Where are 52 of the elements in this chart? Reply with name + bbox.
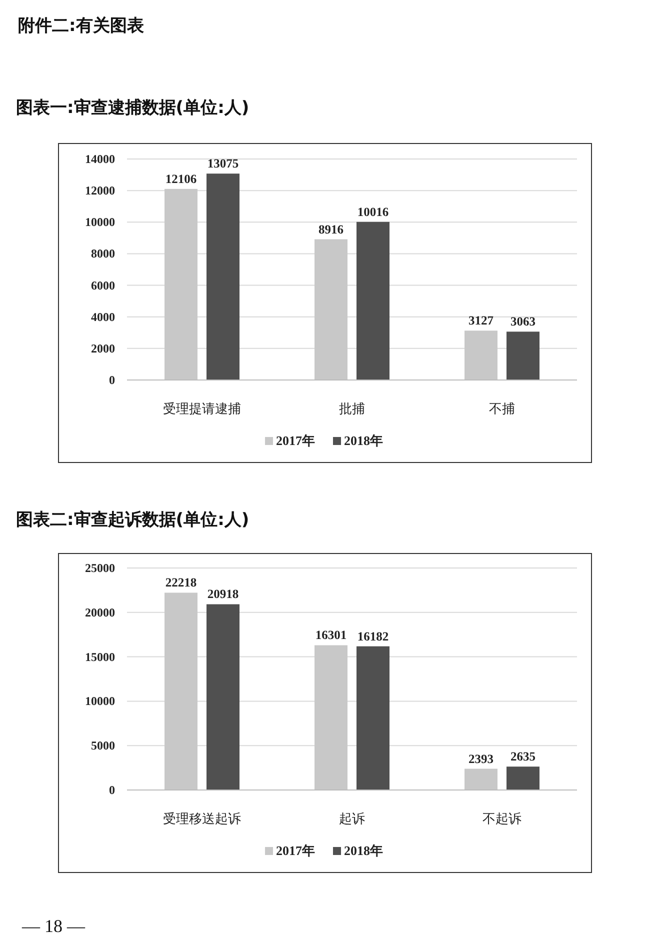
bar — [164, 592, 198, 790]
bar — [314, 239, 348, 380]
data-label: 2635 — [510, 750, 536, 764]
data-label: 16182 — [357, 629, 389, 644]
text: 附件二:有关图表 — [18, 15, 144, 37]
y-tick-label: 2000 — [91, 341, 115, 356]
bar — [464, 768, 498, 790]
legend-label: 2018年 — [344, 433, 383, 448]
y-tick-label: 4000 — [91, 310, 115, 324]
x-tick-label: 起诉 — [339, 812, 365, 827]
bar — [206, 174, 240, 380]
y-tick-label: 25000 — [85, 561, 115, 575]
bar — [164, 188, 198, 380]
x-tick-label: 批捕 — [339, 402, 365, 417]
text: — 18 — — [22, 916, 85, 937]
data-label: 13075 — [207, 156, 239, 171]
bar — [506, 766, 540, 790]
legend-label: 2018年 — [344, 843, 383, 858]
y-tick-label: 10000 — [85, 215, 115, 230]
data-label: 20918 — [207, 587, 239, 602]
y-tick-label: 12000 — [85, 184, 115, 198]
chart-title: 图表二:审查起诉数据(单位:人) — [16, 509, 250, 531]
legend-label: 2017年 — [276, 843, 315, 858]
data-label: 10016 — [357, 204, 389, 219]
bar — [206, 604, 240, 790]
bar — [356, 222, 390, 380]
data-label: 3127 — [468, 314, 494, 328]
legend-label: 2017年 — [276, 433, 315, 448]
x-tick-label: 受理移送起诉 — [163, 812, 241, 827]
y-tick-label: 6000 — [91, 278, 115, 292]
bar — [506, 332, 540, 380]
y-tick-label: 0 — [109, 373, 115, 387]
y-tick-label: 8000 — [91, 246, 115, 261]
x-tick-label: 不捕 — [489, 402, 515, 417]
data-label: 16301 — [315, 628, 347, 642]
y-tick-label: 10000 — [85, 694, 115, 708]
y-tick-label: 20000 — [85, 605, 115, 620]
bar — [356, 646, 390, 790]
y-tick-label: 14000 — [85, 152, 115, 166]
x-tick-label: 不起诉 — [482, 812, 522, 827]
bar — [464, 330, 498, 380]
data-label: 3063 — [510, 314, 536, 329]
data-label: 12106 — [165, 172, 197, 186]
bar — [314, 645, 348, 790]
data-label: 22218 — [165, 576, 197, 590]
chart-title: 图表一:审查逮捕数据(单位:人) — [16, 97, 250, 119]
y-tick-label: 0 — [109, 783, 115, 797]
data-label: 8916 — [318, 222, 344, 236]
y-tick-label: 5000 — [91, 738, 115, 753]
y-tick-label: 15000 — [85, 650, 115, 664]
data-label: 2393 — [468, 752, 494, 766]
x-tick-label: 受理提请逮捕 — [163, 402, 241, 417]
